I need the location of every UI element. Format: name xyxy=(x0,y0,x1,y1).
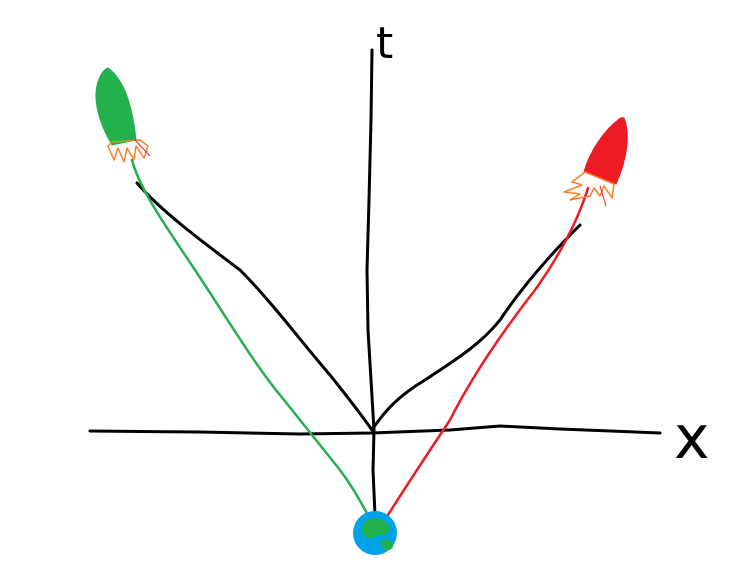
red-rocket-icon xyxy=(563,117,628,207)
earth-icon xyxy=(353,511,397,555)
space-axis-label: x xyxy=(674,403,710,473)
time-axis-label: t xyxy=(376,18,393,69)
light-cone-left xyxy=(135,181,374,432)
space-axis xyxy=(88,424,662,436)
time-axis xyxy=(365,48,377,517)
light-cone-right xyxy=(370,223,582,432)
green-worldline xyxy=(130,158,374,524)
green-rocket-icon xyxy=(95,67,151,163)
red-worldline xyxy=(386,186,590,517)
